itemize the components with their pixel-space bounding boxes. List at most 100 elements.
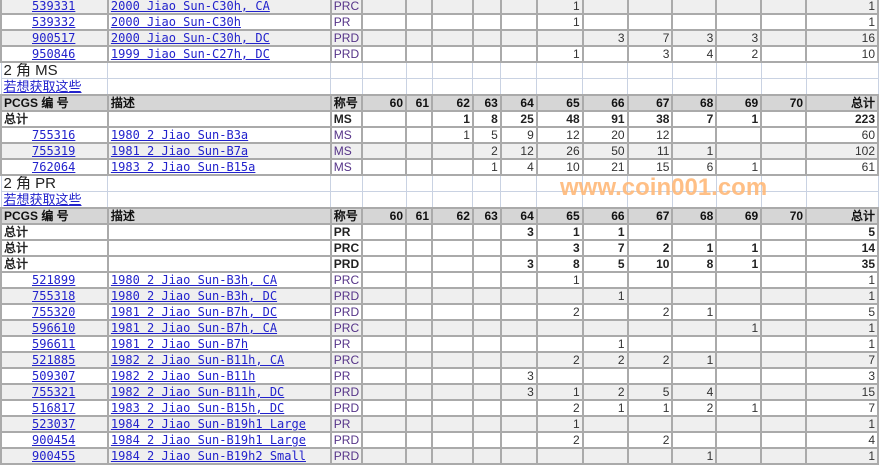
pcgs-id-link[interactable]: 900517 — [0, 29, 109, 47]
count-cell[interactable]: 2 — [626, 303, 674, 321]
column-header-grade-68[interactable]: 68 — [671, 207, 718, 225]
count-cell[interactable]: 2 — [671, 399, 718, 417]
description-link[interactable]: 1982 2 Jiao Sun-B11h — [106, 367, 332, 385]
count-cell[interactable]: 1 — [581, 335, 629, 353]
column-header-description[interactable]: 描述 — [106, 207, 332, 225]
count-cell[interactable]: 1 — [535, 45, 584, 63]
count-cell[interactable]: 1 — [581, 287, 629, 305]
description-link[interactable]: 1983 2 Jiao Sun-B15h, DC — [106, 399, 332, 417]
pcgs-id-link[interactable]: 762064 — [0, 158, 109, 176]
count-cell[interactable]: 6 — [671, 158, 718, 176]
column-header-grade-68[interactable]: 68 — [671, 94, 718, 112]
pcgs-id-link[interactable]: 900454 — [0, 431, 109, 449]
count-cell[interactable]: 2 — [715, 45, 763, 63]
column-header-grade-60[interactable]: 60 — [361, 207, 408, 225]
column-header-grade-65[interactable]: 65 — [535, 94, 584, 112]
count-cell[interactable]: 15 — [626, 158, 674, 176]
description-link[interactable]: 1999 Jiao Sun-C27h, DC — [106, 45, 332, 63]
column-header-grade-69[interactable]: 69 — [715, 94, 763, 112]
count-cell[interactable]: 5 — [471, 126, 502, 144]
description-link[interactable]: 1981 2 Jiao Sun-B7a — [106, 142, 332, 160]
description-link[interactable]: 1980 2 Jiao Sun-B3h, CA — [106, 271, 332, 289]
column-header-designation[interactable]: 称号 — [329, 94, 364, 112]
pcgs-id-link[interactable]: 521885 — [0, 351, 109, 369]
count-cell[interactable]: 12 — [499, 142, 538, 160]
count-cell[interactable]: 3 — [626, 45, 674, 63]
count-cell[interactable]: 1 — [671, 351, 718, 369]
get-these-link[interactable]: 若想获取这些 — [3, 78, 82, 94]
pcgs-id-link[interactable]: 509307 — [0, 367, 109, 385]
column-header-grade-63[interactable]: 63 — [471, 207, 502, 225]
column-header-grade-67[interactable]: 67 — [626, 207, 674, 225]
count-cell[interactable]: 9 — [499, 126, 538, 144]
count-cell[interactable]: 26 — [535, 142, 584, 160]
description-link[interactable]: 1980 2 Jiao Sun-B3a — [106, 126, 332, 144]
description-link[interactable]: 2000 Jiao Sun-C30h, CA — [106, 0, 332, 15]
description-link[interactable]: 1984 2 Jiao Sun-B19h1 Large — [106, 431, 332, 449]
column-header-total[interactable]: 总计 — [805, 94, 879, 112]
count-cell[interactable]: 12 — [626, 126, 674, 144]
count-cell[interactable]: 1 — [471, 158, 502, 176]
count-cell[interactable]: 21 — [581, 158, 629, 176]
pcgs-id-link[interactable]: 523037 — [0, 415, 109, 433]
count-cell[interactable]: 4 — [499, 158, 538, 176]
column-header-grade-70[interactable]: 70 — [760, 94, 808, 112]
count-cell[interactable]: 1 — [431, 126, 474, 144]
count-cell[interactable]: 1 — [535, 0, 584, 15]
count-cell[interactable]: 3 — [499, 383, 538, 401]
pcgs-id-link[interactable]: 539331 — [0, 0, 109, 15]
column-header-grade-60[interactable]: 60 — [361, 94, 408, 112]
count-cell[interactable]: 1 — [626, 399, 674, 417]
pcgs-id-link[interactable]: 755320 — [0, 303, 109, 321]
count-cell[interactable]: 3 — [581, 29, 629, 47]
count-cell[interactable]: 1 — [671, 303, 718, 321]
pcgs-id-link[interactable]: 539332 — [0, 13, 109, 31]
count-cell[interactable]: 5 — [626, 383, 674, 401]
count-cell[interactable]: 4 — [671, 383, 718, 401]
count-cell[interactable]: 2 — [626, 431, 674, 449]
count-cell[interactable]: 1 — [715, 399, 763, 417]
pcgs-id-link[interactable]: 521899 — [0, 271, 109, 289]
pcgs-id-link[interactable]: 516817 — [0, 399, 109, 417]
count-cell[interactable]: 4 — [671, 45, 718, 63]
pcgs-id-link[interactable]: 900455 — [0, 447, 109, 465]
count-cell[interactable]: 1 — [535, 415, 584, 433]
description-link[interactable]: 1980 2 Jiao Sun-B3h, DC — [106, 287, 332, 305]
count-cell[interactable]: 1 — [535, 13, 584, 31]
count-cell[interactable]: 2 — [535, 303, 584, 321]
column-header-grade-63[interactable]: 63 — [471, 94, 502, 112]
count-cell[interactable]: 2 — [535, 351, 584, 369]
count-cell[interactable]: 3 — [671, 29, 718, 47]
column-header-grade-64[interactable]: 64 — [499, 94, 538, 112]
count-cell[interactable]: 2 — [581, 383, 629, 401]
pcgs-id-link[interactable]: 596611 — [0, 335, 109, 353]
column-header-description[interactable]: 描述 — [106, 94, 332, 112]
pcgs-id-link[interactable]: 755318 — [0, 287, 109, 305]
column-header-pcgs-id[interactable]: PCGS 编 号 — [0, 94, 109, 112]
description-link[interactable]: 1981 2 Jiao Sun-B7h — [106, 335, 332, 353]
pcgs-id-link[interactable]: 950846 — [0, 45, 109, 63]
count-cell[interactable]: 1 — [671, 142, 718, 160]
count-cell[interactable]: 11 — [626, 142, 674, 160]
pcgs-id-link[interactable]: 755319 — [0, 142, 109, 160]
description-link[interactable]: 1981 2 Jiao Sun-B7h, CA — [106, 319, 332, 337]
description-link[interactable]: 1981 2 Jiao Sun-B7h, DC — [106, 303, 332, 321]
count-cell[interactable]: 1 — [671, 447, 718, 465]
pcgs-id-link[interactable]: 755316 — [0, 126, 109, 144]
description-link[interactable]: 1984 2 Jiao Sun-B19h2 Small — [106, 447, 332, 465]
count-cell[interactable]: 12 — [535, 126, 584, 144]
column-header-grade-61[interactable]: 61 — [405, 94, 433, 112]
column-header-grade-62[interactable]: 62 — [431, 94, 474, 112]
column-header-total[interactable]: 总计 — [805, 207, 879, 225]
count-cell[interactable]: 2 — [471, 142, 502, 160]
column-header-grade-67[interactable]: 67 — [626, 94, 674, 112]
description-link[interactable]: 2000 Jiao Sun-C30h — [106, 13, 332, 31]
description-link[interactable]: 1982 2 Jiao Sun-B11h, DC — [106, 383, 332, 401]
count-cell[interactable]: 2 — [581, 351, 629, 369]
description-link[interactable]: 1982 2 Jiao Sun-B11h, CA — [106, 351, 332, 369]
count-cell[interactable]: 20 — [581, 126, 629, 144]
count-cell[interactable]: 50 — [581, 142, 629, 160]
column-header-grade-61[interactable]: 61 — [405, 207, 433, 225]
count-cell[interactable]: 1 — [715, 319, 763, 337]
pcgs-id-link[interactable]: 596610 — [0, 319, 109, 337]
